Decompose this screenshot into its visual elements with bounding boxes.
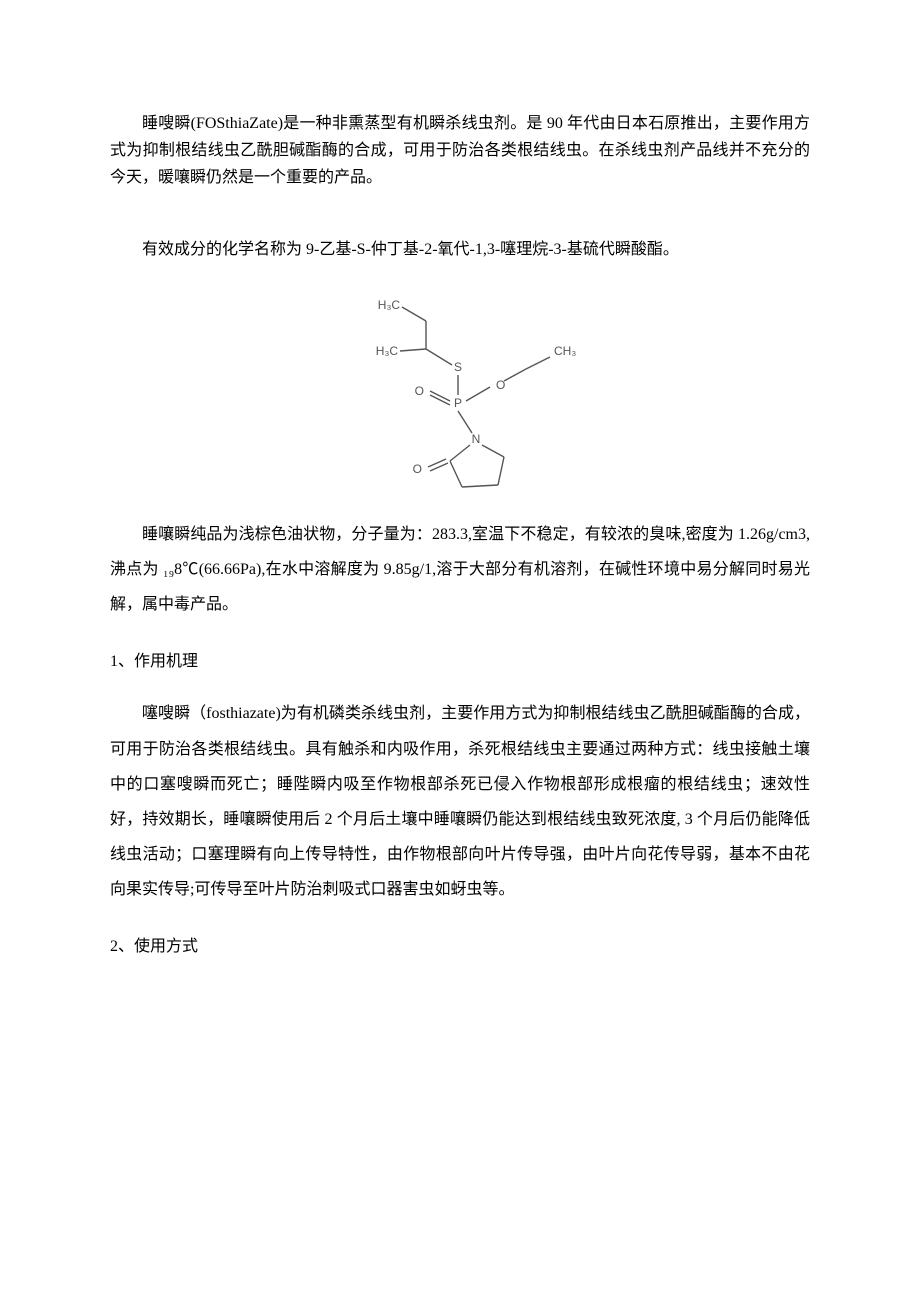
label-o-double: O xyxy=(415,384,424,398)
label-p: P xyxy=(454,396,462,410)
bond xyxy=(498,457,504,485)
bond xyxy=(526,357,550,369)
document-page: 睡嗖瞬(FOSthiaZate)是一种非熏蒸型有机瞬杀线虫剂。是 90 年代由日… xyxy=(0,0,920,1041)
label-h3c-top: H₃C xyxy=(378,298,401,312)
label-s: S xyxy=(454,360,462,374)
section-1-title: 1、作用机理 xyxy=(110,646,810,678)
bond xyxy=(466,387,490,401)
label-o-ring: O xyxy=(413,462,422,476)
bond xyxy=(458,411,472,433)
chemical-structure-figure: H₃C H₃C S P O O CH₃ N xyxy=(110,291,810,501)
bond xyxy=(504,369,526,381)
bond xyxy=(400,349,426,351)
label-n: N xyxy=(472,432,481,446)
section-2-title: 2、使用方式 xyxy=(110,931,810,963)
molecule-svg: H₃C H₃C S P O O CH₃ N xyxy=(340,291,580,501)
section-1-body: 噻嗖瞬（fosthiazate)为有机磷类杀线虫剂，主要作用方式为抑制根结线虫乙… xyxy=(110,696,810,907)
bond xyxy=(426,349,452,365)
bond xyxy=(482,445,504,457)
bond xyxy=(402,307,426,321)
bond xyxy=(462,485,498,487)
properties-paragraph: 睡嚷瞬纯品为浅棕色油状物，分子量为：283.3,室温下不稳定，有较浓的臭味,密度… xyxy=(110,517,810,623)
label-o-single: O xyxy=(496,378,505,392)
label-h3c-left: H₃C xyxy=(376,344,399,358)
intro-paragraph: 睡嗖瞬(FOSthiaZate)是一种非熏蒸型有机瞬杀线虫剂。是 90 年代由日… xyxy=(110,110,810,192)
label-ch3-right: CH₃ xyxy=(554,344,576,358)
chemical-name-line: 有效成分的化学名称为 9-乙基-S-仲丁基-2-氧代-1,3-噻理烷-3-基硫代… xyxy=(110,232,810,267)
bond xyxy=(450,461,462,487)
bond xyxy=(450,445,470,461)
